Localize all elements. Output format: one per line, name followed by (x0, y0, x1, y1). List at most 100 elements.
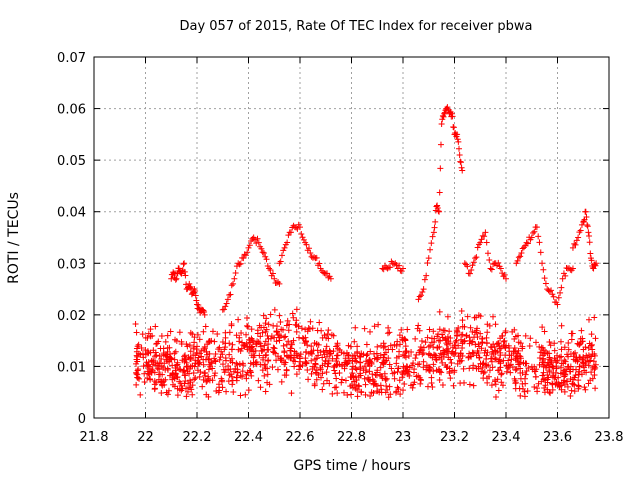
data-point (469, 328, 476, 335)
data-point (476, 354, 483, 361)
data-point (283, 341, 290, 348)
data-point (181, 380, 188, 387)
data-point (293, 328, 300, 335)
data-point (283, 372, 290, 379)
data-point-arc-23.1 (423, 272, 430, 279)
data-point (317, 366, 324, 373)
data-point (464, 313, 471, 320)
data-point (469, 349, 476, 356)
x-tick-label: 22.4 (234, 430, 263, 445)
data-point (444, 313, 451, 320)
data-point (575, 382, 582, 389)
data-point (383, 382, 390, 389)
data-point (425, 351, 432, 358)
data-point-arc-22.55 (325, 274, 332, 281)
data-point (397, 341, 404, 348)
data-point (140, 363, 147, 370)
data-point (263, 351, 270, 358)
data-point (343, 361, 350, 368)
data-point (329, 390, 336, 397)
data-point (391, 375, 398, 382)
data-point-arc-23.55 (546, 288, 553, 295)
data-point (311, 340, 318, 347)
data-point (404, 326, 411, 333)
data-point (437, 337, 444, 344)
data-point (144, 375, 151, 382)
data-point (160, 378, 167, 385)
data-point (296, 353, 303, 360)
data-point (174, 392, 181, 399)
data-point (486, 367, 493, 374)
data-point-arc-23.3 (484, 250, 491, 257)
data-point (412, 335, 419, 342)
data-point-arc-22.1 (186, 280, 193, 287)
data-point (398, 326, 405, 333)
data-point (311, 382, 318, 389)
data-point (568, 387, 575, 394)
data-point (190, 345, 197, 352)
data-point (480, 370, 487, 377)
data-point (201, 345, 208, 352)
data-point-arc-23.3 (468, 267, 475, 274)
data-point (196, 336, 203, 343)
data-point (237, 347, 244, 354)
data-point (381, 351, 388, 358)
data-point (304, 328, 311, 335)
x-tick-labels: 21.8 22 22.2 22.4 22.6 22.8 23 23.2 23.4 23.6 23.8 (80, 430, 624, 445)
data-point (502, 329, 509, 336)
data-point (469, 365, 476, 372)
data-point (211, 372, 218, 379)
data-point (176, 378, 183, 385)
data-point (561, 367, 568, 374)
data-point-arc-22.1 (168, 275, 175, 282)
data-point (367, 328, 374, 335)
data-point (393, 354, 400, 361)
data-point (397, 391, 404, 398)
data-point-arc-22.55 (313, 254, 320, 261)
data-point (263, 315, 270, 322)
data-point (205, 366, 212, 373)
y-tick-label: 0.03 (57, 257, 86, 272)
data-point (238, 330, 245, 337)
data-point (509, 328, 516, 335)
data-point (475, 363, 482, 370)
data-point (309, 366, 316, 373)
data-point (292, 358, 299, 365)
data-point (405, 352, 412, 359)
data-point (417, 343, 424, 350)
data-point (239, 360, 246, 367)
data-point (523, 360, 530, 367)
data-point (308, 350, 315, 357)
data-point-arc-23.1 (440, 113, 447, 120)
data-point (172, 348, 179, 355)
data-point (370, 381, 377, 388)
data-point (538, 349, 545, 356)
data-point (230, 368, 237, 375)
data-point (451, 367, 458, 374)
data-point (558, 353, 565, 360)
data-point (133, 381, 140, 388)
data-point-arc-22.55 (287, 229, 294, 236)
data-point (264, 332, 271, 339)
data-point (373, 350, 380, 357)
data-point (545, 374, 552, 381)
data-point (430, 361, 437, 368)
data-point (194, 349, 201, 356)
data-point (406, 372, 413, 379)
data-point (519, 345, 526, 352)
data-point (378, 342, 385, 349)
data-point (172, 336, 179, 343)
data-point (461, 323, 468, 330)
data-point (288, 390, 295, 397)
data-point (503, 362, 510, 369)
data-point (234, 361, 241, 368)
data-point (278, 378, 285, 385)
data-point (323, 369, 330, 376)
data-point-arc-23.1 (415, 296, 422, 303)
data-point (498, 371, 505, 378)
data-point (542, 364, 549, 371)
data-point-arc-22.95 (398, 268, 405, 275)
data-point-arc-23.3 (482, 229, 489, 236)
data-point (325, 357, 332, 364)
data-point (228, 321, 235, 328)
